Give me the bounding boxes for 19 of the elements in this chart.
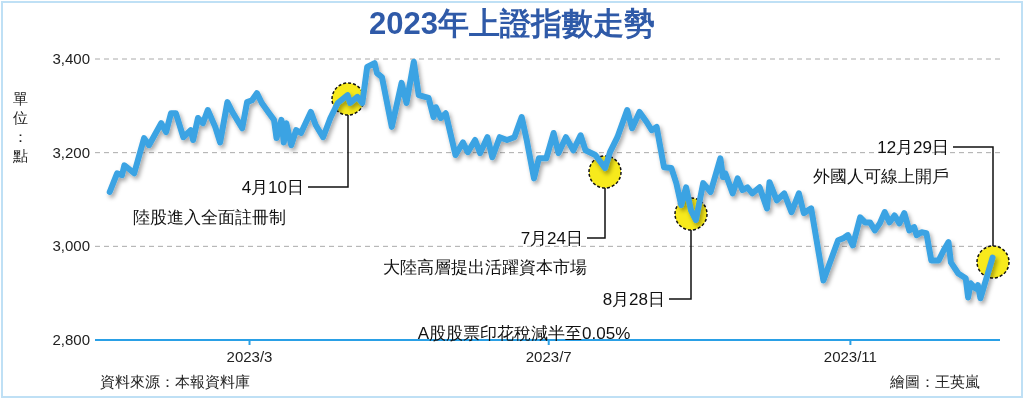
x-tick-label: 2023/7	[525, 348, 572, 365]
annotation: A股股票印花稅減半至0.05%	[417, 324, 631, 343]
chart-title: 2023年上證指數走勢	[369, 6, 655, 41]
x-tick-label: 2023/11	[823, 348, 877, 365]
annotation: 大陸高層提出活躍資本市場	[383, 258, 587, 277]
text: 繪圖：王英嵐	[889, 373, 980, 390]
x-tick-label: 2023/3	[226, 348, 273, 365]
annotation: 12月29日	[877, 138, 949, 157]
annotation: 外國人可線上開戶	[813, 167, 949, 186]
y-tick-label: 3,000	[52, 237, 90, 255]
annotation: 陸股進入全面註冊制	[133, 208, 286, 227]
annotation: 8月28日	[602, 290, 665, 309]
y-axis-title: 單位：點	[11, 90, 28, 164]
source-note: 資料來源：本報資料庫	[100, 373, 250, 390]
annotation: 4月10日	[241, 178, 304, 197]
y-tick-label: 3,200	[52, 143, 90, 161]
y-tick-label: 3,400	[52, 50, 90, 67]
y-tick-label: 2,800	[52, 331, 90, 348]
annotation: 7月24日	[520, 229, 583, 248]
